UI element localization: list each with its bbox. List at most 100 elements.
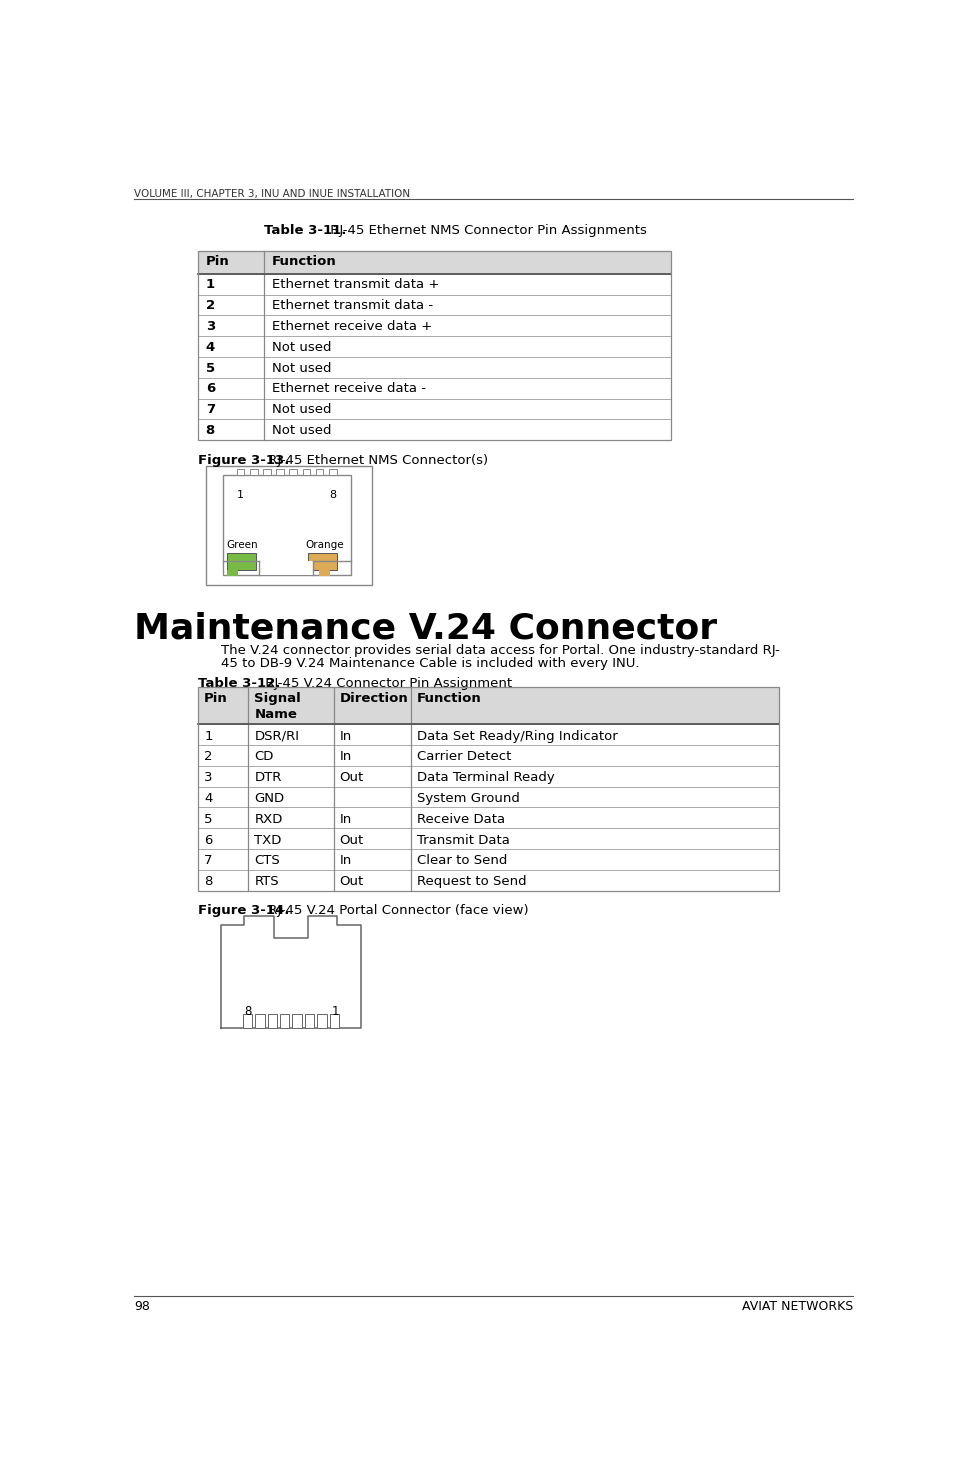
Bar [197,687,779,724]
Bar [197,250,670,274]
Text: Carrier Detect: Carrier Detect [417,750,511,764]
Text: 8: 8 [245,1005,251,1018]
Bar [316,469,324,475]
Text: 3: 3 [204,771,213,784]
Text: 2: 2 [206,299,215,312]
Text: In: In [340,813,351,826]
Bar [317,1014,326,1027]
Text: 98: 98 [134,1301,150,1313]
Bar [329,1014,339,1027]
Text: RJ-45 Ethernet NMS Connector Pin Assignments: RJ-45 Ethernet NMS Connector Pin Assignm… [325,223,646,237]
Text: Receive Data: Receive Data [417,813,506,826]
Bar [293,1014,301,1027]
Bar [197,687,779,891]
Bar [268,1014,277,1027]
Text: 4: 4 [204,792,213,805]
Text: Ethernet transmit data +: Ethernet transmit data + [272,278,439,292]
Text: Out: Out [340,875,364,888]
Bar [302,469,310,475]
Text: RJ-45 V.24 Portal Connector (face view): RJ-45 V.24 Portal Connector (face view) [264,904,529,918]
Text: Transmit Data: Transmit Data [417,833,510,847]
Text: In: In [340,750,351,764]
Text: DSR/RI: DSR/RI [254,730,299,743]
Text: Green: Green [226,540,258,551]
Text: Function: Function [417,693,482,704]
Text: Data Terminal Ready: Data Terminal Ready [417,771,555,784]
Bar [206,466,373,585]
Bar [226,552,256,570]
Text: 45 to DB-9 V.24 Maintenance Cable is included with every INU.: 45 to DB-9 V.24 Maintenance Cable is inc… [221,657,639,670]
Text: 6: 6 [204,833,213,847]
Text: Table 3-12.: Table 3-12. [197,676,280,690]
Text: Maintenance V.24 Connector: Maintenance V.24 Connector [134,611,717,645]
Text: 6: 6 [206,382,215,395]
Text: Pin: Pin [206,256,229,268]
Text: Clear to Send: Clear to Send [417,854,508,867]
Text: Ethernet receive data +: Ethernet receive data + [272,320,431,333]
Text: 7: 7 [204,854,213,867]
Text: CD: CD [254,750,273,764]
Bar [222,475,351,574]
Text: 7: 7 [206,403,215,416]
Text: 1: 1 [331,1005,339,1018]
Text: Not used: Not used [272,423,331,437]
Text: Figure 3-13.: Figure 3-13. [197,454,289,468]
Bar [243,1014,252,1027]
Text: TXD: TXD [254,833,282,847]
Text: 8: 8 [206,423,215,437]
Bar [328,469,337,475]
Bar [249,469,257,475]
Text: 2: 2 [204,750,213,764]
Text: Request to Send: Request to Send [417,875,527,888]
Text: 8: 8 [204,875,213,888]
Text: 1: 1 [204,730,213,743]
Text: Direction: Direction [340,693,408,704]
Bar [197,250,670,440]
Text: Pin: Pin [204,693,228,704]
Text: Ethernet receive data -: Ethernet receive data - [272,382,426,395]
Text: RTS: RTS [254,875,279,888]
Text: Orange: Orange [305,540,344,551]
Text: Signal
Name: Signal Name [254,693,301,721]
Bar [280,1014,289,1027]
Text: VOLUME III, CHAPTER 3, INU AND INUE INSTALLATION: VOLUME III, CHAPTER 3, INU AND INUE INST… [134,189,410,200]
Text: DTR: DTR [254,771,282,784]
Bar [276,469,284,475]
Text: 1: 1 [237,490,244,500]
Text: GND: GND [254,792,285,805]
Text: AVIAT NETWORKS: AVIAT NETWORKS [742,1301,853,1313]
Text: Out: Out [340,771,364,784]
Text: Function: Function [272,256,336,268]
Text: 4: 4 [206,340,215,354]
Bar [255,1014,265,1027]
Bar [259,561,313,574]
Text: 5: 5 [204,813,213,826]
Text: The V.24 connector provides serial data access for Portal. One industry-standard: The V.24 connector provides serial data … [221,644,780,657]
Bar [263,469,271,475]
Text: In: In [340,854,351,867]
Text: 8: 8 [328,490,336,500]
Text: Not used: Not used [272,340,331,354]
Bar [319,570,330,576]
Bar [305,1014,314,1027]
Text: 1: 1 [206,278,215,292]
Text: Out: Out [340,833,364,847]
Text: 5: 5 [206,361,215,374]
Bar [289,469,297,475]
Text: CTS: CTS [254,854,280,867]
Text: Not used: Not used [272,361,331,374]
Bar [237,469,245,475]
Text: Table 3-11.: Table 3-11. [264,223,346,237]
Text: Data Set Ready/Ring Indicator: Data Set Ready/Ring Indicator [417,730,618,743]
Text: RJ-45 Ethernet NMS Connector(s): RJ-45 Ethernet NMS Connector(s) [264,454,488,468]
Text: Figure 3-14.: Figure 3-14. [197,904,289,918]
Text: In: In [340,730,351,743]
Text: 3: 3 [206,320,215,333]
Text: RJ-45 V.24 Connector Pin Assignment: RJ-45 V.24 Connector Pin Assignment [261,676,512,690]
Text: System Ground: System Ground [417,792,520,805]
Bar [308,552,337,570]
Text: RXD: RXD [254,813,283,826]
Text: Not used: Not used [272,403,331,416]
Text: Ethernet transmit data -: Ethernet transmit data - [272,299,432,312]
Bar [226,570,238,576]
